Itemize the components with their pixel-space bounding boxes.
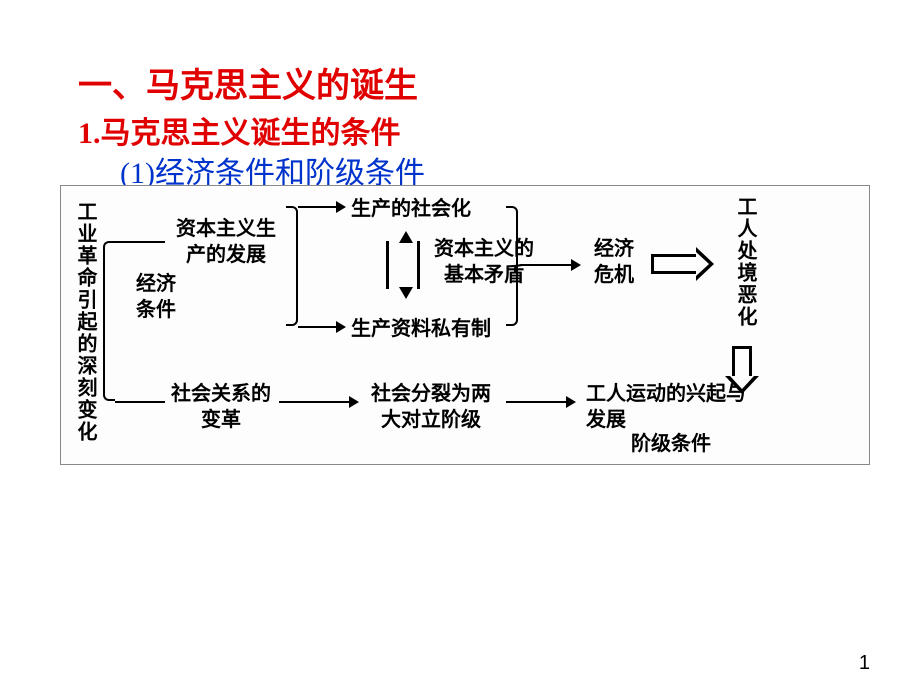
branch1-label: 资本主义生产的发展 bbox=[176, 218, 276, 266]
socialization-node: 生产的社会化 bbox=[351, 196, 471, 222]
arrow-head bbox=[336, 321, 346, 333]
branch2-label: 社会关系的变革 bbox=[171, 383, 271, 431]
connector-line bbox=[115, 241, 165, 243]
arrow-head bbox=[336, 201, 346, 213]
connector-line bbox=[115, 401, 165, 403]
branch1-bracket bbox=[286, 206, 298, 326]
contradiction-label: 资本主义的基本矛盾 bbox=[434, 238, 534, 286]
connector-line bbox=[298, 206, 338, 208]
arrow-to-movement bbox=[506, 401, 566, 403]
class-condition-node: 阶级条件 bbox=[631, 431, 711, 457]
arrow-branch2 bbox=[279, 401, 349, 403]
root-node: 工业革命引起的深刻变化 bbox=[71, 201, 100, 451]
movement-node: 工人运动的兴起与发展 bbox=[586, 381, 746, 433]
economic-condition-label: 经济条件 bbox=[131, 271, 181, 323]
worsening-node: 工人处境恶化 bbox=[731, 196, 760, 341]
branch1-node: 资本主义生产的发展 bbox=[171, 216, 281, 268]
crisis-node: 经济危机 bbox=[589, 236, 639, 288]
connector-line bbox=[298, 326, 338, 328]
page-number: 1 bbox=[859, 652, 870, 675]
double-arrow-icon bbox=[386, 241, 420, 289]
crisis-label: 经济危机 bbox=[594, 238, 634, 286]
section-title: 一、马克思主义的诞生 bbox=[78, 58, 418, 107]
subsection-title: 1.马克思主义诞生的条件 bbox=[78, 108, 401, 152]
movement-label: 工人运动的兴起与发展 bbox=[586, 383, 746, 431]
arrow-to-crisis bbox=[521, 264, 571, 266]
branch2-node: 社会关系的变革 bbox=[171, 381, 271, 433]
hollow-arrow-right-icon bbox=[651, 254, 696, 274]
root-bracket bbox=[103, 241, 115, 401]
private-ownership-node: 生产资料私有制 bbox=[351, 316, 491, 342]
hollow-arrow-down-icon bbox=[732, 346, 752, 376]
split-node: 社会分裂为两大对立阶级 bbox=[366, 381, 496, 433]
split-label: 社会分裂为两大对立阶级 bbox=[371, 383, 491, 431]
merge-bracket bbox=[506, 206, 518, 326]
flowchart-diagram: 工业革命引起的深刻变化 资本主义生产的发展 经济条件 社会关系的变革 生产的社会… bbox=[60, 185, 870, 465]
contradiction-node: 资本主义的基本矛盾 bbox=[429, 236, 539, 288]
